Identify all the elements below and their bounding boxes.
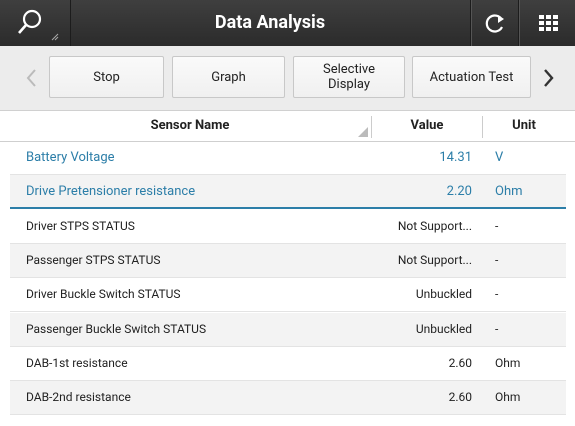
column-header[interactable]: Value (410, 118, 444, 133)
table-row[interactable]: Driver Buckle Switch STATUS Unbuckled - (10, 278, 566, 313)
scroll-right[interactable] (538, 66, 558, 90)
toolbar-button[interactable]: Stop (49, 56, 164, 98)
sensor-value: 2.60 (448, 390, 472, 405)
sensor-value: Unbuckled (415, 321, 472, 336)
button-label: Selective Display (323, 62, 375, 92)
button-label: Actuation Test (429, 69, 514, 85)
resize-handle (358, 127, 368, 137)
divider (70, 0, 71, 46)
button-label: Graph (211, 69, 246, 85)
column-header[interactable]: Unit (512, 118, 536, 133)
grid-icon (539, 15, 558, 31)
search-button[interactable] (0, 0, 70, 46)
refresh-button[interactable] (470, 0, 519, 46)
toolbar-button[interactable]: Actuation Test (412, 56, 531, 98)
sensor-value: 2.60 (448, 355, 472, 370)
table-row[interactable]: Drive Pretensioner resistance 2.20 Ohm (10, 175, 566, 210)
sensor-name: Passenger STPS STATUS (26, 252, 161, 267)
sensor-unit: Ohm (495, 355, 521, 370)
menu-button[interactable] (518, 0, 575, 46)
toolbar-button[interactable]: Graph (172, 56, 285, 98)
divider (482, 116, 483, 138)
sensor-unit: Ohm (495, 390, 521, 405)
sensor-value: Unbuckled (415, 287, 472, 302)
sensor-value: 2.20 (446, 184, 472, 200)
refresh-icon (485, 14, 504, 33)
sensor-value: 14.31 (439, 150, 472, 165)
sensor-name: Battery Voltage (26, 150, 115, 165)
toolbar-button[interactable]: Selective Display (293, 56, 405, 98)
sensor-value: Not Support... (397, 218, 472, 233)
header-bar: Data Analysis (0, 0, 575, 46)
table-row[interactable]: Battery Voltage 14.31 V (10, 141, 566, 175)
sensor-name: DAB-2nd resistance (26, 390, 131, 405)
table-header: Sensor Name Value Unit (0, 111, 575, 142)
sensor-unit: - (495, 287, 499, 302)
sensor-value: Not Support... (397, 252, 472, 267)
title: Data Analysis (214, 12, 326, 33)
sensor-unit: - (495, 252, 499, 267)
sensor-name: Driver STPS STATUS (26, 218, 135, 233)
table-row[interactable]: Passenger STPS STATUS Not Support... - (10, 243, 566, 278)
sensor-unit: - (495, 218, 499, 233)
sensor-name: DAB-1st resistance (26, 355, 128, 370)
scroll-left[interactable] (22, 66, 42, 90)
table-row[interactable]: DAB-1st resistance 2.60 Ohm (10, 347, 566, 381)
sensor-unit: - (495, 321, 499, 336)
sensor-name: Driver Buckle Switch STATUS (26, 287, 181, 302)
divider (371, 116, 372, 138)
sensor-name: Drive Pretensioner resistance (26, 184, 196, 200)
table-row[interactable]: Passenger Buckle Switch STATUS Unbuckled - (10, 312, 566, 347)
sensor-name: Passenger Buckle Switch STATUS (26, 321, 207, 336)
sensor-unit: Ohm (495, 184, 523, 200)
sensor-unit: V (495, 150, 504, 165)
table-row[interactable]: Driver STPS STATUS Not Support... - (10, 210, 566, 244)
table-row[interactable]: DAB-2nd resistance 2.60 Ohm (10, 381, 566, 416)
toolbar: Stop Graph Selective Display Actuation Test (0, 46, 575, 111)
button-label: Stop (93, 69, 120, 85)
column-header[interactable]: Sensor Name (150, 118, 230, 133)
